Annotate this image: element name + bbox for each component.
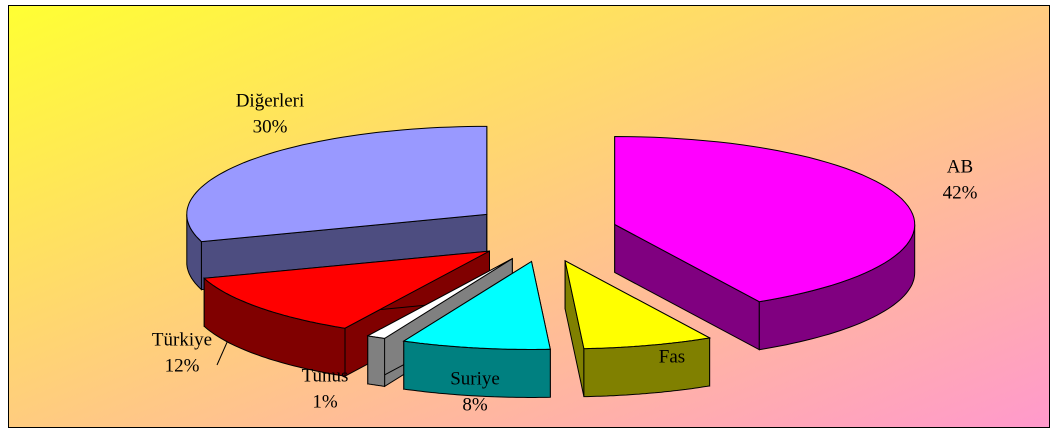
slice-label: Tunus	[302, 365, 349, 386]
slice	[564, 259, 712, 350]
slice-label: Diğerleri	[236, 90, 305, 111]
slice	[614, 135, 916, 303]
slice-value-label: 8%	[462, 394, 488, 415]
slice-value-label: 30%	[253, 116, 288, 137]
slice	[402, 260, 551, 350]
slice-value-label: 1%	[312, 391, 338, 412]
slice	[366, 258, 513, 339]
slice-label: Fas	[659, 346, 685, 367]
slice-label: Türkiye	[152, 329, 212, 350]
slice-value-label: 12%	[165, 355, 200, 376]
slice-side	[367, 335, 386, 388]
slice-label: AB	[947, 156, 973, 177]
slice	[203, 250, 490, 329]
slice-label: Suriye	[450, 368, 500, 389]
slice	[186, 125, 488, 243]
slice-value-label: 42%	[943, 182, 978, 203]
